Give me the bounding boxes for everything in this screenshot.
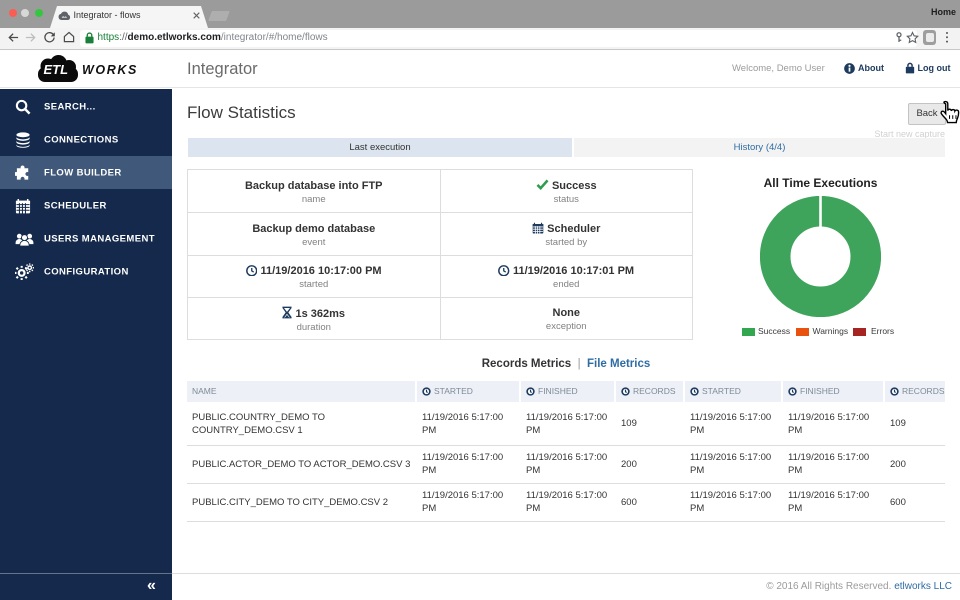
svg-text:ETL: ETL bbox=[43, 62, 68, 77]
